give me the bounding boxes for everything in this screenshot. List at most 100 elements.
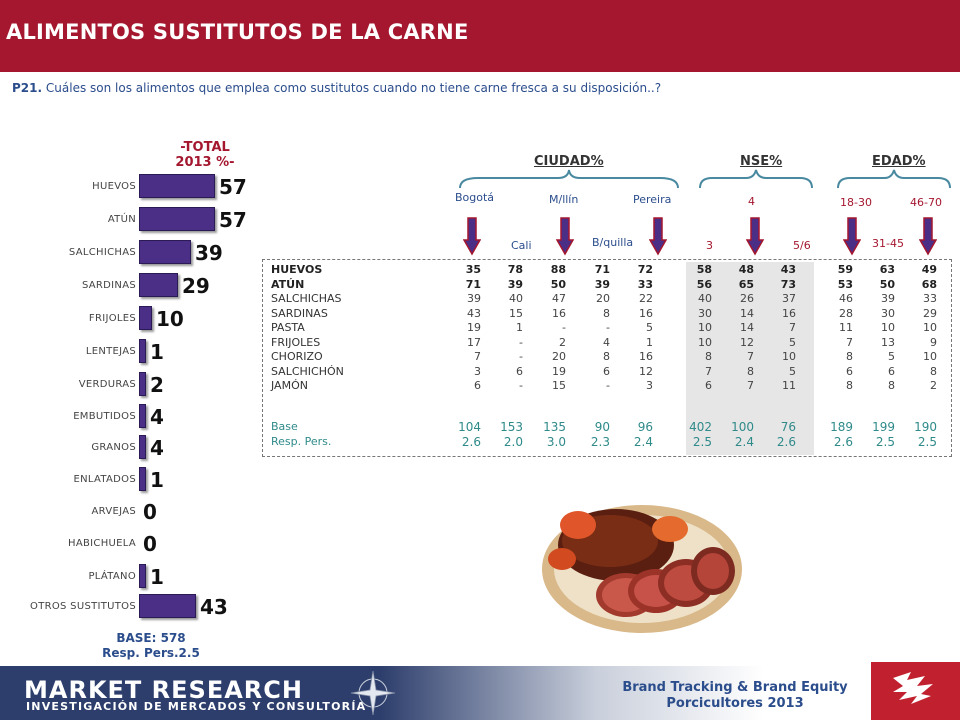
table-cell: 71 <box>594 263 610 276</box>
table-cell: 10 <box>698 335 712 349</box>
group-nse: NSE% <box>740 154 783 169</box>
table-cell: 40 <box>509 292 523 305</box>
table-cell: 50 <box>550 277 566 291</box>
table-cell: 4 <box>603 335 610 349</box>
table-cell: 6 <box>603 364 610 378</box>
table-cell: 12 <box>740 335 754 349</box>
table-cell: 3 <box>474 364 481 378</box>
bar-category-label: VERDURAS <box>78 379 136 390</box>
table-cell: 7 <box>705 364 712 378</box>
bar-category-label: OTROS SUSTITUTOS <box>30 601 136 612</box>
table-cell: 402 <box>689 420 712 434</box>
bar-category-label: ATÚN <box>107 214 136 225</box>
table-cell: 6 <box>474 379 481 392</box>
col-label-bquilla: B/quilla <box>592 236 634 249</box>
bar-value-label: 2 <box>150 373 164 397</box>
table-cell: 16 <box>639 350 653 363</box>
col-label-nse3: 3 <box>706 239 713 252</box>
table-cell: 8 <box>930 364 937 378</box>
total-chart-title: -TOTAL 2013 %- <box>150 140 260 170</box>
table-cell: 189 <box>830 420 853 434</box>
table-cell: - <box>519 335 523 349</box>
table-cell: 100 <box>731 420 754 434</box>
table-cell: 72 <box>637 263 653 276</box>
arrow-down-icon <box>919 217 937 256</box>
table-cell: 10 <box>698 321 712 334</box>
table-row-label: ATÚN <box>271 277 305 291</box>
table-cell: 199 <box>872 420 895 434</box>
table-cell: 2.5 <box>917 435 937 449</box>
brand-line2: Porcicultores 2013 <box>666 696 804 711</box>
market-research-title: MARKET RESEARCH <box>24 676 303 704</box>
table-cell: 73 <box>780 277 796 291</box>
table-cell: 15 <box>552 379 566 392</box>
table-cell: 7 <box>747 350 754 363</box>
table-cell: 12 <box>639 364 653 378</box>
table-cell: 5 <box>789 335 796 349</box>
table-cell: 16 <box>552 306 566 320</box>
table-cell: 7 <box>789 321 796 334</box>
bar-category-label: LENTEJAS <box>85 346 136 357</box>
table-cell: 10 <box>923 321 937 334</box>
arrow-down-icon <box>843 217 861 256</box>
col-label-e4670: 46-70 <box>910 196 942 209</box>
col-label-pereira: Pereira <box>633 193 672 206</box>
table-cell: 8 <box>846 350 853 363</box>
table-cell: 76 <box>780 420 796 434</box>
table-cell: 2.6 <box>461 435 481 449</box>
bar <box>139 240 191 264</box>
table-cell: 5 <box>646 321 653 334</box>
market-research-subtitle: INVESTIGACIÓN DE MERCADOS Y CONSULTORÍA <box>26 700 367 713</box>
table-cell: 8 <box>747 364 754 378</box>
table-cell: 39 <box>467 292 481 305</box>
table-cell: 39 <box>881 292 895 305</box>
table-row-label: SALCHICHAS <box>271 292 342 305</box>
table-cell: 7 <box>846 335 853 349</box>
table-cell: 58 <box>696 263 712 276</box>
arrow-down-icon <box>746 217 764 256</box>
bar <box>139 339 146 363</box>
bar-category-label: PLÁTANO <box>88 571 136 582</box>
group-ciudad: CIUDAD% <box>534 154 604 169</box>
compass-rose-icon <box>350 670 396 716</box>
bar-category-label: EMBUTIDOS <box>73 411 136 422</box>
table-cell: 46 <box>839 292 853 305</box>
table-cell: 30 <box>698 306 712 320</box>
table-cell: 96 <box>637 420 653 434</box>
bar-value-label: 4 <box>150 436 164 460</box>
bar <box>139 174 215 198</box>
bar-category-label: SALCHICHAS <box>68 247 136 258</box>
table-cell: 8 <box>603 306 610 320</box>
table-cell: 19 <box>467 321 481 334</box>
table-cell: 53 <box>837 277 853 291</box>
table-cell: 39 <box>507 277 523 291</box>
col-label-nse4: 4 <box>748 195 755 208</box>
table-cell: 3 <box>646 379 653 392</box>
bar-category-label: HABICHUELA <box>68 538 136 549</box>
table-cell: 153 <box>500 420 523 434</box>
table-cell: 14 <box>740 321 754 334</box>
col-label-nse56: 5/6 <box>793 239 811 252</box>
table-cell: 104 <box>458 420 481 434</box>
table-cell: 8 <box>846 379 853 392</box>
col-label-mllin: M/llín <box>549 193 579 206</box>
col-label-e3145: 31-45 <box>872 237 904 250</box>
table-cell: 20 <box>552 350 566 363</box>
table-cell: 78 <box>507 263 523 276</box>
table-cell: 2 <box>559 335 566 349</box>
table-cell: 17 <box>467 335 481 349</box>
table-cell: 68 <box>921 277 937 291</box>
table-row-label: FRIJOLES <box>271 335 321 349</box>
bar <box>139 306 152 330</box>
table-cell: 88 <box>550 263 566 276</box>
table-cell: 13 <box>881 335 895 349</box>
table-cell: 15 <box>509 306 523 320</box>
table-cell: 22 <box>639 292 653 305</box>
table-cell: 37 <box>782 292 796 305</box>
table-cell: 65 <box>738 277 754 291</box>
company-logo-icon <box>893 672 933 704</box>
bar <box>139 372 146 396</box>
table-cell: 40 <box>698 292 712 305</box>
arrow-down-icon <box>649 217 667 256</box>
table-cell: - <box>606 379 610 392</box>
